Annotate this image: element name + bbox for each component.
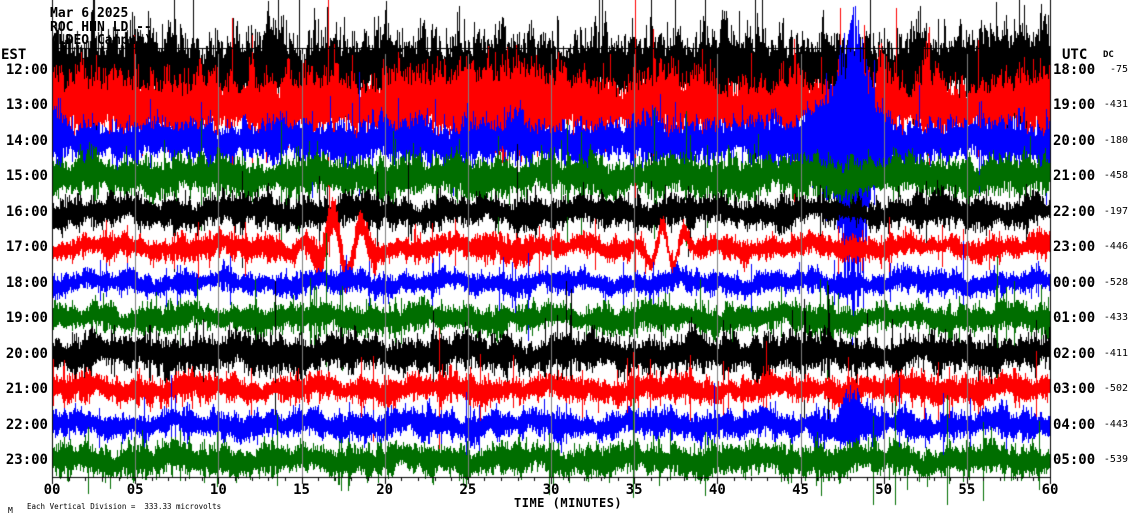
station-location: (LDEO Campus)	[50, 33, 152, 48]
x-tick-label: 60	[1041, 482, 1059, 498]
est-hour-label: 14:00	[5, 132, 48, 149]
dc-offset-value: -528	[1103, 276, 1128, 288]
dc-offset-value: -411	[1103, 347, 1128, 359]
utc-hour-label: 04:00	[1053, 416, 1096, 433]
utc-hour-label: 22:00	[1053, 203, 1096, 220]
dc-offset-value: -197	[1103, 205, 1128, 217]
corner-mark: M	[8, 506, 13, 515]
est-hour-label: 18:00	[5, 274, 48, 291]
utc-hour-label: 20:00	[1053, 132, 1096, 149]
x-tick-label: 10	[209, 482, 227, 498]
x-tick-label: 00	[43, 482, 61, 498]
est-hour-label: 17:00	[5, 239, 48, 256]
date-label: Mar 6,2025	[50, 6, 129, 21]
est-hour-label: 23:00	[5, 451, 48, 468]
dc-offset-value: -75	[1109, 64, 1128, 75]
utc-hour-label: 00:00	[1053, 274, 1096, 291]
x-tick-label: 15	[293, 482, 310, 498]
dc-offset-value: -431	[1103, 99, 1128, 111]
est-hour-label: 20:00	[5, 345, 48, 362]
est-hour-label: 19:00	[5, 310, 48, 327]
utc-hour-label: 05:00	[1053, 451, 1096, 468]
x-tick-label: 30	[542, 482, 560, 498]
x-tick-label: 40	[708, 482, 726, 498]
dc-axis-header: DC	[1103, 50, 1114, 60]
est-hour-label: 13:00	[5, 97, 48, 114]
x-tick-label: 50	[875, 482, 893, 498]
x-tick-label: 55	[958, 482, 976, 498]
x-tick-label: 25	[459, 482, 477, 498]
utc-hour-label: 18:00	[1053, 62, 1096, 78]
dc-offset-value: -443	[1103, 418, 1128, 430]
vertical-scale-note: Each Vertical Division = 333.33 microvol…	[27, 502, 222, 511]
dc-offset-value: -539	[1103, 453, 1128, 465]
x-tick-label: 35	[625, 482, 643, 498]
utc-axis-header: UTC	[1062, 47, 1088, 63]
station-code: ROC HHN LD --	[50, 20, 152, 35]
utc-hour-label: 23:00	[1053, 239, 1096, 256]
utc-hour-label: 02:00	[1053, 345, 1096, 362]
dc-offset-value: -180	[1103, 134, 1128, 146]
dc-offset-value: -446	[1103, 241, 1128, 253]
dc-offset-value: -502	[1103, 383, 1128, 395]
est-hour-label: 12:00	[5, 62, 48, 78]
dc-offset-value: -433	[1103, 312, 1128, 324]
utc-hour-label: 03:00	[1053, 381, 1096, 398]
x-tick-label: 20	[376, 482, 394, 498]
est-hour-label: 16:00	[5, 203, 48, 220]
x-tick-label: 45	[792, 482, 809, 498]
x-axis-title: TIME (MINUTES)	[514, 496, 623, 510]
utc-hour-label: 19:00	[1053, 97, 1096, 114]
utc-hour-label: 21:00	[1053, 168, 1096, 185]
x-tick-label: 05	[126, 482, 144, 498]
est-hour-label: 22:00	[5, 416, 48, 433]
est-axis-header: EST	[1, 47, 27, 63]
est-hour-label: 21:00	[5, 381, 48, 398]
dc-offset-value: -458	[1103, 170, 1128, 182]
est-hour-label: 15:00	[5, 168, 48, 185]
utc-hour-label: 01:00	[1053, 310, 1096, 327]
